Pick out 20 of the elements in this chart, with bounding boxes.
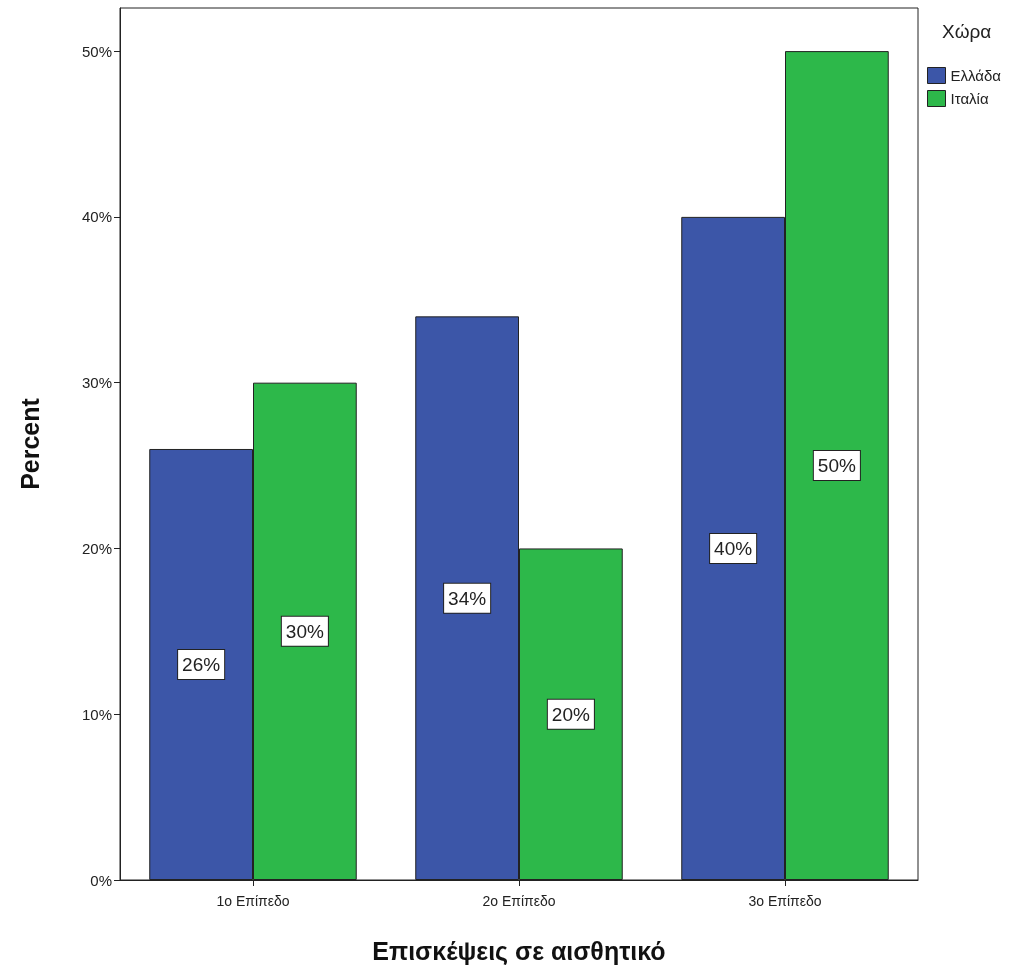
y-tick-label: 30% (81, 374, 112, 392)
data-label: 40% (714, 537, 753, 559)
y-tick-label: 50% (81, 42, 112, 60)
data-label: 34% (448, 587, 487, 609)
legend-title: Χώρα (942, 21, 992, 42)
x-tick-label: 1ο Επίπεδο (216, 893, 290, 909)
data-label: 30% (285, 620, 324, 642)
data-label: 50% (817, 455, 856, 477)
data-label: 20% (551, 703, 590, 725)
y-tick-label: 10% (81, 705, 112, 723)
y-axis-title: Percent (15, 397, 44, 490)
y-tick-label: 20% (81, 539, 112, 557)
y-tick-label: 40% (81, 208, 112, 226)
x-axis-title: Επισκέψεις σε αισθητικό (372, 936, 666, 966)
legend-label: Ελλάδα (950, 67, 1002, 84)
x-tick-label: 2ο Επίπεδο (482, 893, 556, 909)
x-tick-label: 3ο Επίπεδο (748, 893, 822, 909)
data-label: 26% (182, 653, 221, 675)
legend-label: Ιταλία (950, 90, 989, 107)
y-tick-label: 0% (90, 871, 112, 889)
